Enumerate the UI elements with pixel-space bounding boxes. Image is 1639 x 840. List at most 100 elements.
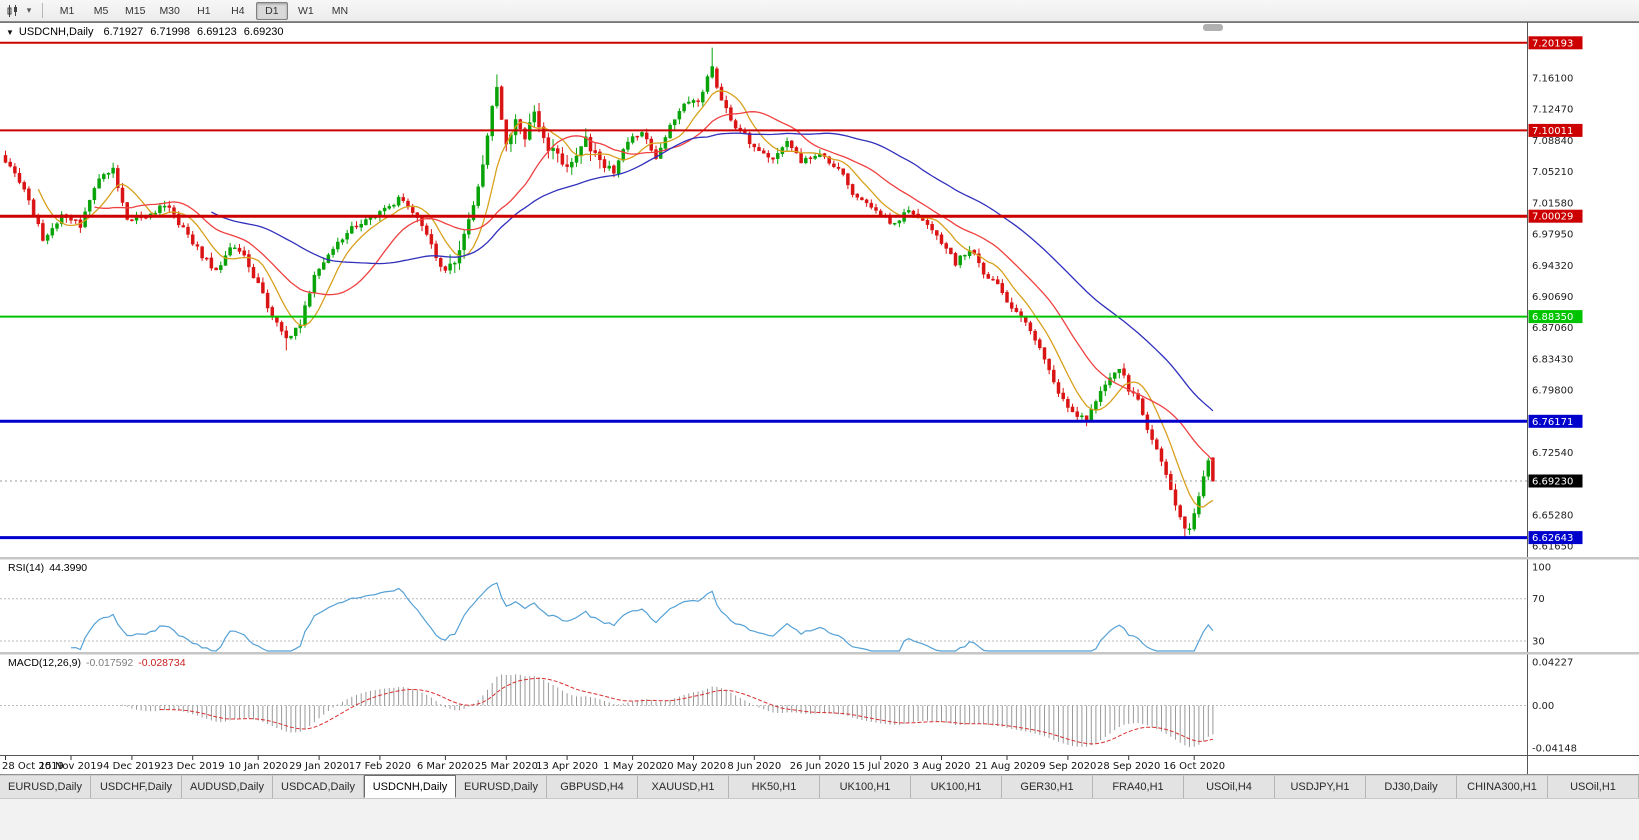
svg-text:8 Jun 2020: 8 Jun 2020 [727,761,781,772]
svg-text:6.90690: 6.90690 [1532,292,1573,303]
svg-text:6.69230: 6.69230 [1532,476,1573,487]
chart-tab-usdjpy-h1[interactable]: USDJPY,H1 [1275,775,1366,798]
top-toolbar: ▾ M1 M5 M15 M30 H1 H4 D1 W1 MN [0,0,1639,22]
svg-text:29 Jan 2020: 29 Jan 2020 [289,761,349,772]
moving-average-8-line [37,90,1214,508]
svg-text:23 Dec 2019: 23 Dec 2019 [161,761,225,772]
rsi-indicator-label: RSI(14) 44.3990 [8,562,87,574]
svg-text:7.10011: 7.10011 [1532,126,1573,137]
svg-text:10 Jan 2020: 10 Jan 2020 [228,761,288,772]
ohlc-high-value: 6.71998 [150,26,191,38]
svg-text:7.08840: 7.08840 [1532,136,1573,147]
chart-tab-usoil-h4[interactable]: USOil,H4 [1184,775,1275,798]
collapse-pane-icon[interactable]: ▼ [6,28,14,37]
svg-text:1 May 2020: 1 May 2020 [603,761,662,772]
svg-text:13 Apr 2020: 13 Apr 2020 [536,761,598,772]
timeframe-mn-button[interactable]: MN [331,4,349,17]
svg-text:20 May 2020: 20 May 2020 [661,761,726,772]
chart-tab-gbpusd-h4[interactable]: GBPUSD,H4 [547,775,638,798]
macd-signal-line [159,677,1214,745]
rsi-line [70,582,1214,652]
moving-average-20-line [94,111,1214,462]
svg-text:0.00: 0.00 [1532,701,1554,712]
svg-text:6.61650: 6.61650 [1532,542,1573,553]
chart-tab-hk50-h1[interactable]: HK50,H1 [729,775,820,798]
svg-text:-0.04148: -0.04148 [1532,744,1577,755]
svg-text:6.72540: 6.72540 [1532,448,1573,459]
moving-average-45-line [211,132,1214,412]
timeframe-d1-button[interactable]: D1 [255,1,288,20]
timeframe-m1-button[interactable]: M1 [59,4,75,17]
svg-text:6.79800: 6.79800 [1532,386,1573,397]
svg-text:9 Sep 2020: 9 Sep 2020 [1039,761,1096,772]
chart-tab-usdcad-daily[interactable]: USDCAD,Daily [273,775,364,798]
svg-text:15 Nov 2019: 15 Nov 2019 [39,761,103,772]
chart-tab-china300-h1[interactable]: CHINA300,H1 [1457,775,1548,798]
price-axis-badges: 7.20193 7.10011 7.00029 6.88350 6.76171 6.626… [1528,36,1583,545]
pane-divider[interactable] [0,557,1639,560]
symbol-info-bar: ▼ USDCNH,Daily 6.71927 6.71998 6.69123 6… [6,26,291,38]
candlestick-glyph [7,4,17,17]
timeframe-m15-button[interactable]: M15 [125,4,146,17]
svg-text:3 Aug 2020: 3 Aug 2020 [913,761,971,772]
symbol-timeframe-label: USDCNH,Daily [18,26,94,38]
svg-text:0.04227: 0.04227 [1532,658,1573,669]
macd-scale: 0.04227 0.00 -0.04148 [1532,658,1577,755]
chart-tab-ger30-h1[interactable]: GER30,H1 [1002,775,1093,798]
chart-tab-bar: EURUSD,Daily USDCHF,Daily AUDUSD,Daily USDC… [0,774,1639,798]
chart-tab-eurusd-daily[interactable]: EURUSD,Daily [456,775,547,798]
svg-text:6.87060: 6.87060 [1532,323,1573,334]
chart-shift-marker[interactable] [1203,24,1223,31]
chart-background [0,22,1639,774]
svg-text:6.83430: 6.83430 [1532,354,1573,365]
svg-text:4 Dec 2019: 4 Dec 2019 [103,761,161,772]
timeframe-m5-button[interactable]: M5 [93,4,109,17]
chart-type-icon[interactable] [4,2,22,20]
toolbar-separator [42,3,43,18]
svg-text:7.12470: 7.12470 [1532,105,1573,116]
chart-tab-audusd-daily[interactable]: AUDUSD,Daily [182,775,273,798]
window-bottom-strip [0,798,1639,840]
macd-indicator-label: MACD(12,26,9) -0.017592 -0.028734 [8,657,186,669]
chart-type-dropdown-icon[interactable]: ▾ [26,5,32,15]
svg-text:21 Aug 2020: 21 Aug 2020 [975,761,1039,772]
chart-window[interactable]: 7.16100 7.12470 7.08840 7.05210 7.01580 6.979… [0,22,1639,774]
rsi-value: 44.3990 [49,562,88,574]
svg-text:7.16100: 7.16100 [1532,74,1573,85]
chart-tab-usdcnh-daily[interactable]: USDCNH,Daily [364,775,456,798]
macd-main-value: -0.017592 [85,657,134,669]
timeframe-button-group: M1 M5 M15 M30 H1 H4 D1 W1 MN [51,1,356,20]
svg-text:6.76171: 6.76171 [1532,417,1573,428]
chart-tab-uk100-h1[interactable]: UK100,H1 [820,775,911,798]
chart-tab-uk100-h1[interactable]: UK100,H1 [911,775,1002,798]
svg-text:6.88350: 6.88350 [1532,312,1573,323]
chart-tab-eurusd-daily[interactable]: EURUSD,Daily [0,775,91,798]
svg-text:28 Sep 2020: 28 Sep 2020 [1097,761,1160,772]
svg-text:16 Oct 2020: 16 Oct 2020 [1163,761,1225,772]
rsi-name: RSI(14) [8,562,45,574]
svg-text:70: 70 [1532,594,1545,605]
chart-tab-xauusd-h1[interactable]: XAUUSD,H1 [638,775,729,798]
timeframe-m30-button[interactable]: M30 [159,4,180,17]
chart-tab-usdchf-daily[interactable]: USDCHF,Daily [91,775,182,798]
chart-tab-usoil-h1[interactable]: USOil,H1 [1548,775,1639,798]
timeframe-h4-button[interactable]: H4 [231,4,245,17]
horizontal-lines[interactable] [0,41,1527,540]
chart-tab-dj30-daily[interactable]: DJ30,Daily [1366,775,1457,798]
svg-text:6 Mar 2020: 6 Mar 2020 [417,761,474,772]
timeframe-h1-button[interactable]: H1 [197,4,211,17]
svg-text:6.97950: 6.97950 [1532,230,1573,241]
chart-tab-fra40-h1[interactable]: FRA40,H1 [1093,775,1184,798]
svg-text:15 Jul 2020: 15 Jul 2020 [852,761,909,772]
svg-text:7.00029: 7.00029 [1532,212,1573,223]
macd-signal-value: -0.028734 [138,657,186,669]
svg-text:6.65280: 6.65280 [1532,510,1573,521]
ohlc-close-value: 6.69230 [243,26,284,38]
svg-text:7.20193: 7.20193 [1532,38,1573,49]
price-chart-canvas[interactable]: 7.16100 7.12470 7.08840 7.05210 7.01580 6.979… [0,22,1639,774]
svg-text:17 Feb 2020: 17 Feb 2020 [349,761,411,772]
svg-text:6.62643: 6.62643 [1532,533,1573,544]
pane-divider[interactable] [0,652,1639,655]
timeframe-w1-button[interactable]: W1 [298,4,314,17]
